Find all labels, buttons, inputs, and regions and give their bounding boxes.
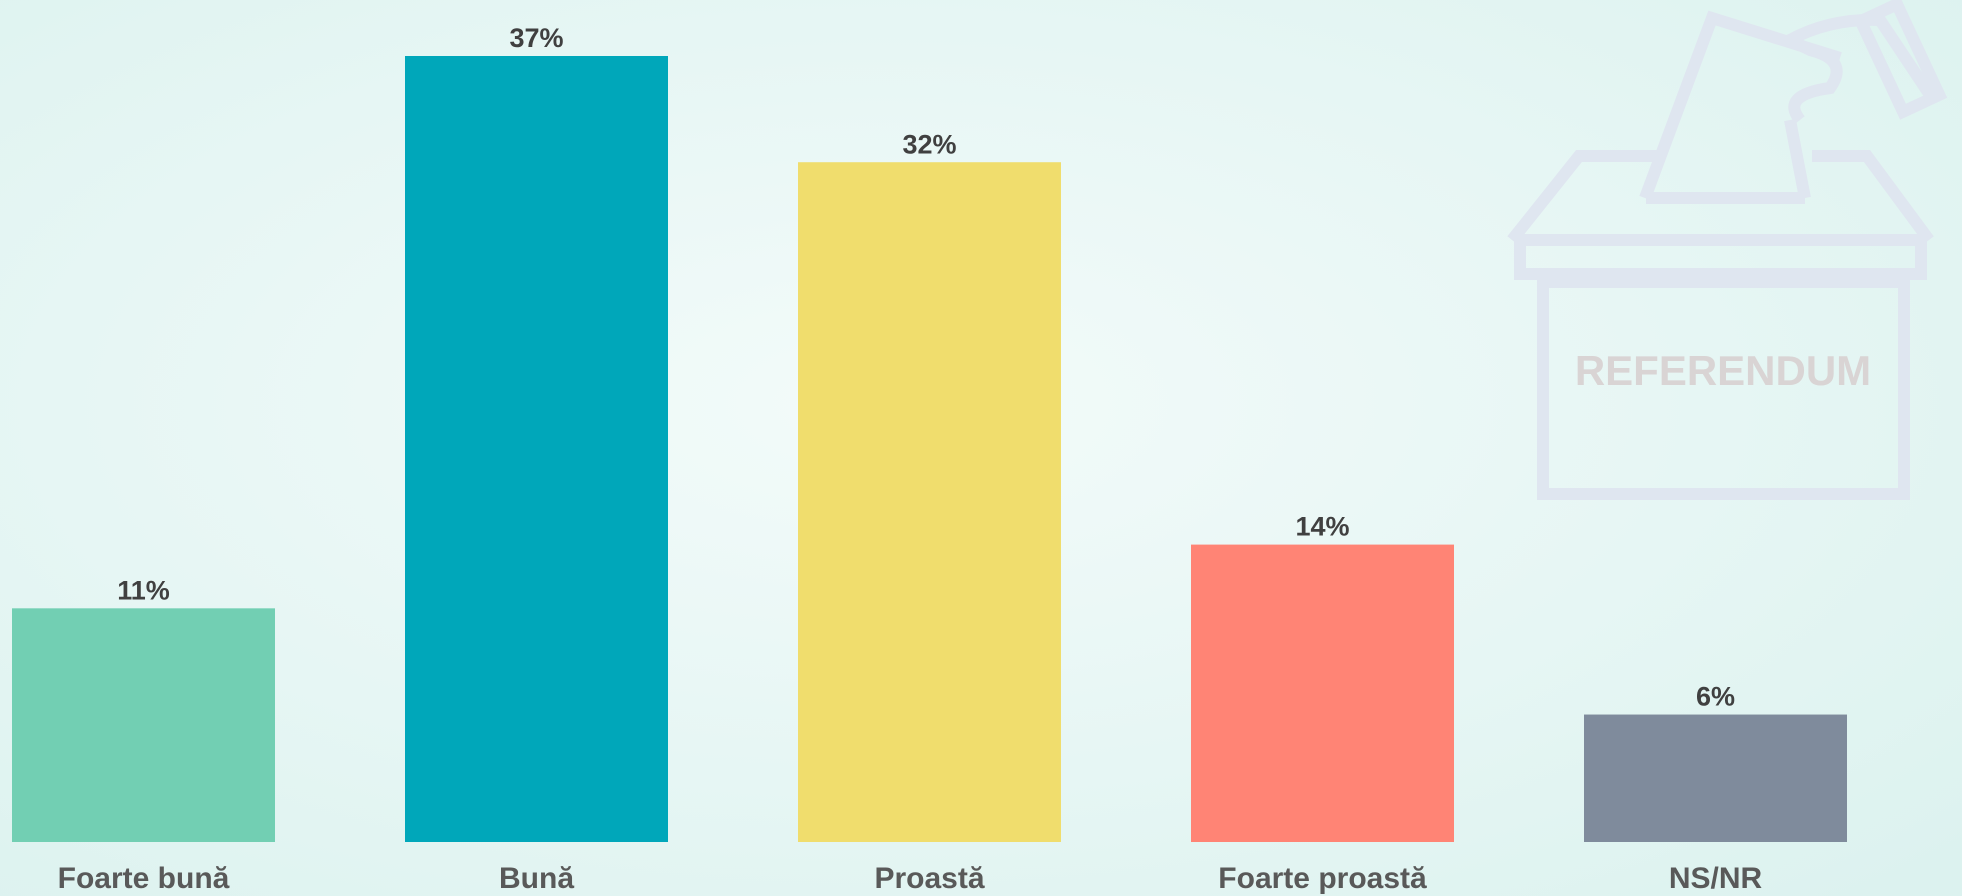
category-label: Foarte proastă	[1218, 862, 1427, 895]
category-label: NS/NR	[1669, 862, 1763, 895]
bar	[12, 608, 275, 842]
category-label: Proastă	[874, 862, 984, 895]
bar	[405, 56, 668, 842]
category-label: Bună	[499, 862, 574, 895]
value-label: 14%	[1295, 512, 1349, 542]
bar	[1191, 544, 1454, 842]
value-label: 32%	[902, 129, 956, 159]
category-label: Foarte bună	[58, 862, 230, 895]
value-label: 6%	[1696, 682, 1735, 712]
bar	[798, 162, 1061, 843]
value-label: 37%	[509, 23, 563, 53]
watermark-text: REFERENDUM	[1575, 347, 1871, 394]
value-label: 11%	[117, 575, 170, 605]
ballot-box-icon: REFERENDUM	[1507, 0, 1948, 500]
bar	[1584, 714, 1847, 842]
